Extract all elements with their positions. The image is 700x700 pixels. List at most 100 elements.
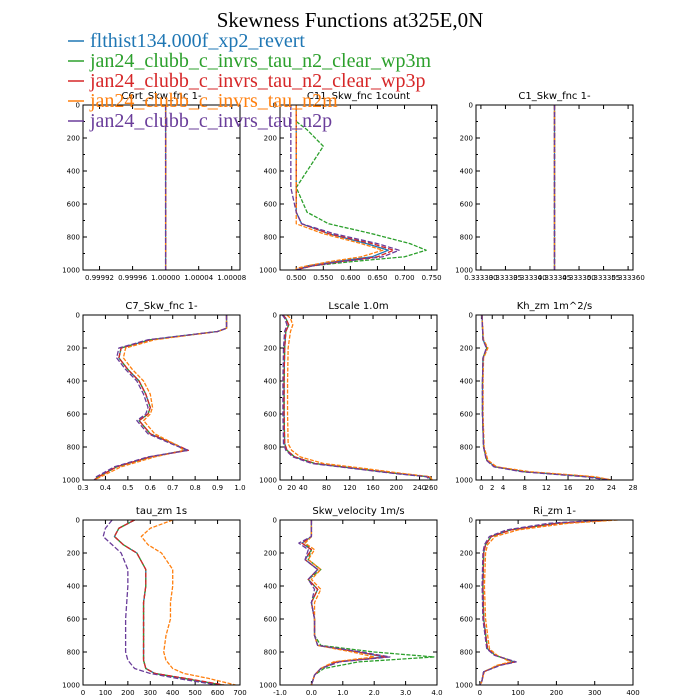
- panel-frame: [475, 104, 634, 271]
- panel-frame: [82, 519, 241, 686]
- x-tick-label: 100: [99, 689, 112, 697]
- panel-frame: [279, 519, 438, 686]
- x-tick-label: 0.650: [367, 274, 387, 282]
- x-tick-label: 0.333330: [464, 274, 497, 282]
- y-tick-label: 600: [460, 201, 473, 209]
- panel-frame: [475, 314, 634, 481]
- legend: flthist134.000f_xp2_revert jan24_clubb_c_…: [68, 30, 431, 132]
- x-tick-label: 0.333340: [513, 274, 546, 282]
- x-tick-label: 8: [522, 484, 526, 492]
- y-tick-label: 0: [273, 517, 277, 525]
- panel-title: C7_Skw_fnc 1-: [125, 301, 198, 312]
- x-tick-label: 1.0: [234, 484, 245, 492]
- y-tick-label: 1000: [259, 477, 277, 485]
- panel-title: C1_Skw_fnc 1-: [518, 91, 591, 102]
- y-tick-label: 400: [67, 378, 80, 386]
- y-tick-label: 800: [264, 649, 277, 657]
- x-tick-label: 260: [424, 484, 437, 492]
- x-tick-label: -1.0: [273, 689, 287, 697]
- x-tick-label: 3.0: [400, 689, 411, 697]
- series-line-jan24_clubb_c_invrs_tau_n2m: [304, 520, 375, 685]
- panel-frame: [279, 104, 438, 271]
- y-tick-label: 200: [460, 135, 473, 143]
- x-tick-label: 100: [511, 689, 524, 697]
- x-tick-label: 700: [233, 689, 246, 697]
- y-tick-label: 400: [264, 583, 277, 591]
- y-tick-label: 0: [469, 102, 473, 110]
- y-tick-label: 800: [460, 649, 473, 657]
- x-tick-label: 1.00000: [151, 274, 180, 282]
- x-tick-label: 0.5: [122, 484, 133, 492]
- y-tick-label: 0: [273, 102, 277, 110]
- series-line-jan24_clubb_c_invrs_tau_n2p: [93, 315, 228, 480]
- x-tick-label: 20: [585, 484, 594, 492]
- y-tick-label: 600: [67, 616, 80, 624]
- y-tick-label: 200: [67, 135, 80, 143]
- panel-3: C1_Skw_fnc 1-020040060080010000.3333300.…: [455, 91, 645, 282]
- x-tick-label: 400: [626, 689, 639, 697]
- x-tick-label: 600: [211, 689, 224, 697]
- series-line-jan24_clubb_c_invrs_tau_n2_clear_wp3p: [282, 315, 432, 480]
- y-tick-label: 800: [67, 649, 80, 657]
- y-tick-label: 1000: [455, 267, 473, 275]
- x-tick-label: 120: [343, 484, 356, 492]
- y-tick-label: 1000: [259, 682, 277, 690]
- x-tick-label: 300: [588, 689, 601, 697]
- panel-title: Lscale 1.0m: [328, 301, 388, 312]
- x-tick-label: 0.700: [394, 274, 414, 282]
- figure-title: Skewness Functions at325E,0N: [217, 8, 484, 32]
- y-tick-label: 200: [264, 550, 277, 558]
- panel-title: C6rt_Skw_fnc 1-: [121, 91, 202, 102]
- series-line-jan24_clubb_c_invrs_tau_n2_clear_wp3p: [113, 520, 225, 685]
- legend-label: jan24_clubb_c_invrs_tau_n2_clear_wp3p: [89, 70, 425, 92]
- panel-frame: [279, 314, 438, 481]
- x-tick-label: 0.333345: [538, 274, 571, 282]
- x-tick-label: 0: [478, 689, 482, 697]
- x-tick-label: 0.0: [306, 689, 317, 697]
- x-tick-label: 0.333350: [562, 274, 595, 282]
- y-tick-label: 400: [460, 378, 473, 386]
- x-tick-label: 20: [287, 484, 296, 492]
- x-tick-label: 0: [278, 484, 282, 492]
- y-tick-label: 200: [460, 550, 473, 558]
- x-tick-label: 200: [121, 689, 134, 697]
- y-tick-label: 600: [264, 616, 277, 624]
- y-tick-label: 800: [460, 444, 473, 452]
- panel-2: C11_Skw_fnc 1count 0 200 400 600 800 1000 0.500…: [259, 91, 441, 282]
- y-tick-label: 200: [264, 135, 277, 143]
- x-tick-label: 0.333360: [611, 274, 644, 282]
- x-tick-label: 200: [390, 484, 403, 492]
- legend-label: flthist134.000f_xp2_revert: [90, 30, 305, 52]
- legend-label: jan24_clubb_c_invrs_tau_n2p: [89, 110, 332, 132]
- series-line-jan24_clubb_c_invrs_tau_n2p: [102, 520, 218, 685]
- y-tick-label: 200: [67, 550, 80, 558]
- y-tick-label: 0: [76, 102, 80, 110]
- series-line-jan24_clubb_c_invrs_tau_n2p: [298, 520, 391, 685]
- legend-label: jan24_clubb_c_invrs_tau_n2m: [89, 90, 338, 112]
- x-tick-label: 2.0: [369, 689, 380, 697]
- y-tick-label: 0: [469, 517, 473, 525]
- x-tick-label: 160: [366, 484, 379, 492]
- y-tick-label: 1000: [455, 682, 473, 690]
- y-tick-label: 400: [67, 168, 80, 176]
- x-tick-label: 200: [550, 689, 563, 697]
- x-tick-label: 0.8: [190, 484, 201, 492]
- y-tick-label: 400: [264, 378, 277, 386]
- y-tick-label: 400: [264, 168, 277, 176]
- x-tick-label: 1.00004: [184, 274, 213, 282]
- x-tick-label: 0.99992: [85, 274, 114, 282]
- series-line-jan24_clubb_c_invrs_tau_n2p: [479, 520, 603, 685]
- y-tick-label: 600: [67, 201, 80, 209]
- y-tick-label: 0: [273, 312, 277, 320]
- y-tick-label: 200: [460, 345, 473, 353]
- y-tick-label: 800: [264, 444, 277, 452]
- x-tick-label: 0.99996: [118, 274, 147, 282]
- y-tick-label: 600: [460, 411, 473, 419]
- y-tick-label: 0: [469, 312, 473, 320]
- y-tick-label: 800: [67, 234, 80, 242]
- x-tick-label: 0.500: [286, 274, 306, 282]
